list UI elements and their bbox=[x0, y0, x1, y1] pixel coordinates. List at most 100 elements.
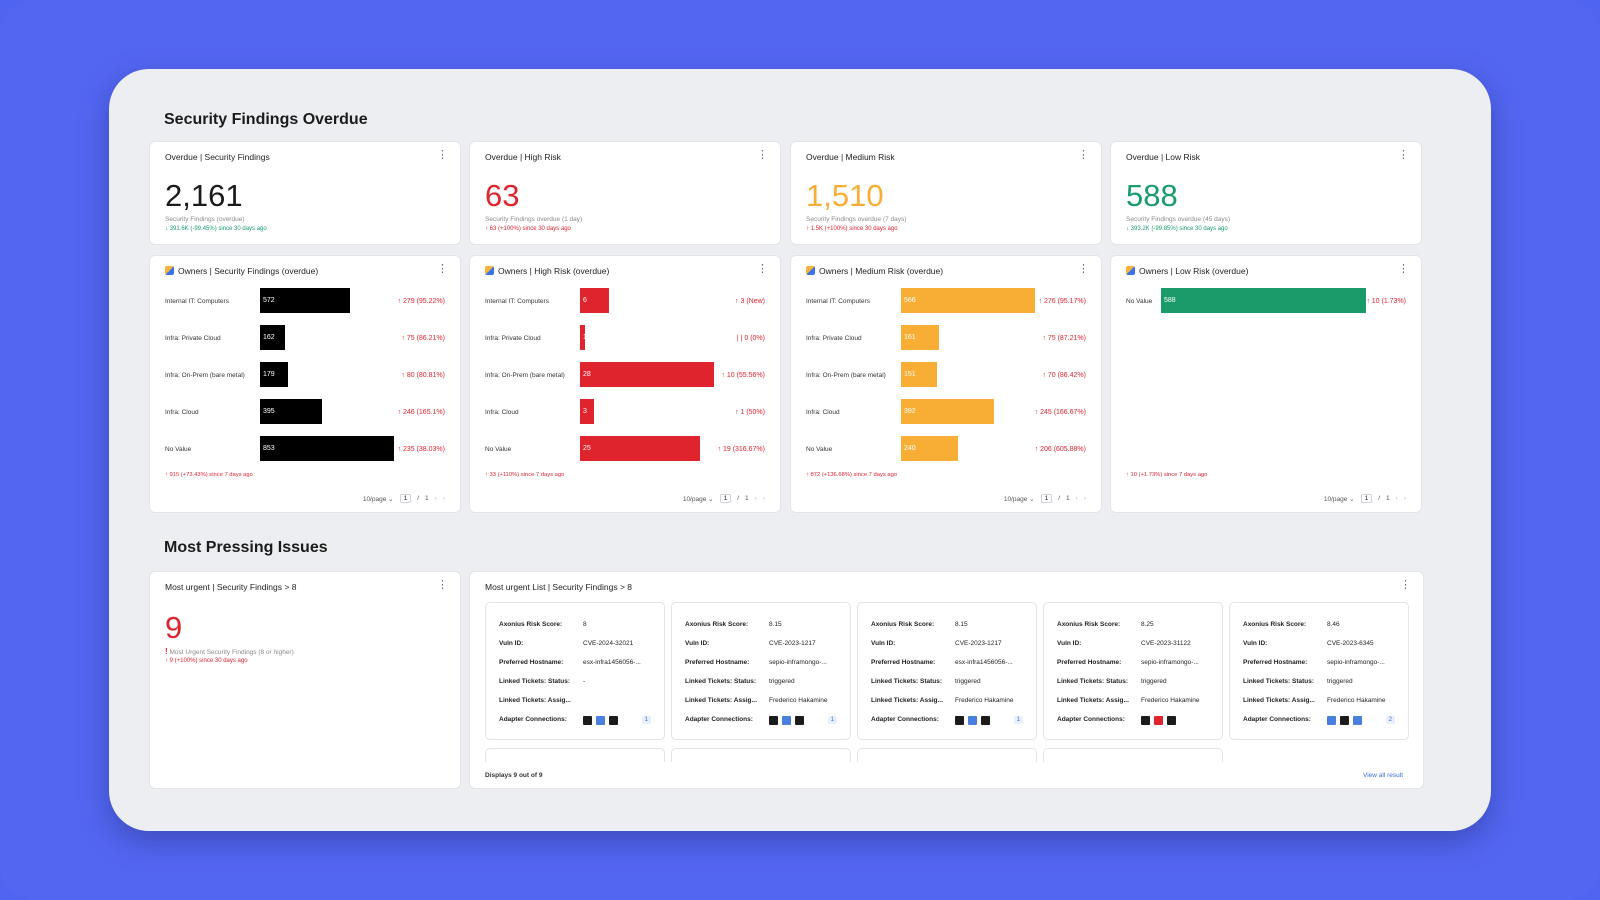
finding-card[interactable] bbox=[857, 748, 1037, 762]
finding-card[interactable] bbox=[1043, 748, 1223, 762]
finding-card[interactable]: Axonius Risk Score: 8 Vuln ID: CVE-2024-… bbox=[485, 602, 665, 740]
bar[interactable]: 151 bbox=[901, 362, 937, 387]
finding-card[interactable]: Axonius Risk Score: 8.15 Vuln ID: CVE-20… bbox=[857, 602, 1037, 740]
adapter-count-badge[interactable]: 1 bbox=[1013, 716, 1023, 724]
urgent-list-card: Most urgent List | Security Findings > 8… bbox=[469, 571, 1424, 789]
finding-card[interactable] bbox=[671, 748, 851, 762]
footnote: ↑ 33 (+110%) since 7 days ago bbox=[485, 472, 565, 478]
finding-card[interactable]: Axonius Risk Score: 8.15 Vuln ID: CVE-20… bbox=[671, 602, 851, 740]
field-value: CVE-2023-6345 bbox=[1327, 640, 1374, 647]
finding-field: Preferred Hostname: sepio-inframongo-... bbox=[1057, 659, 1213, 666]
more-options-icon[interactable]: ⋮ bbox=[437, 263, 448, 275]
page-size-select[interactable]: 10/page ⌄ bbox=[1324, 495, 1355, 503]
kpi-delta: ↓ 393.2K (-99.85%) since 30 days ago bbox=[1126, 226, 1228, 232]
field-value: sepio-inframongo-... bbox=[1327, 659, 1385, 666]
more-options-icon[interactable]: ⋮ bbox=[757, 263, 768, 275]
page-input[interactable]: 1 bbox=[1040, 494, 1053, 503]
footnote: ↑ 10 (+1.73%) since 7 days ago bbox=[1126, 472, 1208, 478]
bar-label: Infra: Private Cloud bbox=[806, 335, 862, 342]
bar[interactable]: 588 bbox=[1161, 288, 1366, 313]
prev-page-icon[interactable]: ‹ bbox=[434, 495, 437, 502]
finding-card[interactable]: Axonius Risk Score: 8.46 Vuln ID: CVE-20… bbox=[1229, 602, 1409, 740]
bar[interactable]: 572 bbox=[260, 288, 350, 313]
bar[interactable]: 392 bbox=[901, 399, 994, 424]
more-options-icon[interactable]: ⋮ bbox=[1078, 149, 1089, 161]
next-page-icon[interactable]: › bbox=[762, 495, 765, 502]
adapter-icon bbox=[1167, 716, 1176, 725]
page-input[interactable]: 1 bbox=[399, 494, 412, 503]
page-input[interactable]: 1 bbox=[719, 494, 732, 503]
bar[interactable]: 179 bbox=[260, 362, 288, 387]
adapter-icon bbox=[583, 716, 592, 725]
adapter-count-badge[interactable]: 1 bbox=[827, 716, 837, 724]
bar-delta: ↑ 279 (95.22%) bbox=[397, 298, 445, 305]
finding-field: Axonius Risk Score: 8.15 bbox=[871, 621, 1027, 628]
footnote: ↑ 872 (+136.68%) since 7 days ago bbox=[806, 472, 898, 478]
bar[interactable]: 28 bbox=[580, 362, 714, 387]
adapter-icon bbox=[968, 716, 977, 725]
more-options-icon[interactable]: ⋮ bbox=[1400, 579, 1411, 591]
finding-field: Linked Tickets: Assig... bbox=[499, 697, 655, 704]
owners-icon bbox=[806, 266, 815, 275]
kpi-subtitle: Security Findings overdue (45 days) bbox=[1126, 216, 1231, 223]
owners-card: Owners | Security Findings (overdue) ⋮ I… bbox=[149, 255, 461, 513]
adapter-row: Adapter Connections: bbox=[1243, 716, 1399, 725]
prev-page-icon[interactable]: ‹ bbox=[754, 495, 757, 502]
finding-field: Vuln ID: CVE-2023-6345 bbox=[1243, 640, 1399, 647]
finding-card[interactable]: Axonius Risk Score: 8.25 Vuln ID: CVE-20… bbox=[1043, 602, 1223, 740]
field-value: triggered bbox=[769, 678, 795, 685]
page-input[interactable]: 1 bbox=[1360, 494, 1373, 503]
bar-delta: ↑ 276 (95.17%) bbox=[1038, 298, 1086, 305]
field-key: Preferred Hostname: bbox=[871, 659, 936, 666]
bar-label: No Value bbox=[485, 446, 512, 453]
bar[interactable]: 395 bbox=[260, 399, 322, 424]
section-title-pressing: Most Pressing Issues bbox=[164, 539, 328, 556]
finding-field: Axonius Risk Score: 8 bbox=[499, 621, 655, 628]
card-title: Owners | Medium Risk (overdue) bbox=[806, 266, 943, 276]
card-title: Most urgent | Security Findings > 8 bbox=[165, 582, 297, 592]
page-total: 1 bbox=[1066, 495, 1070, 502]
page-size-label: 10/page bbox=[1323, 495, 1348, 503]
view-all-link[interactable]: View all result bbox=[1363, 772, 1403, 779]
bar[interactable]: 1 bbox=[580, 325, 587, 350]
prev-page-icon[interactable]: ‹ bbox=[1075, 495, 1078, 502]
bar[interactable]: 25 bbox=[580, 436, 700, 461]
next-page-icon[interactable]: › bbox=[442, 495, 445, 502]
finding-card[interactable] bbox=[485, 748, 665, 762]
bar[interactable]: 853 bbox=[260, 436, 394, 461]
bar[interactable]: 240 bbox=[901, 436, 958, 461]
next-page-icon[interactable]: › bbox=[1083, 495, 1086, 502]
bar[interactable]: 3 bbox=[580, 399, 594, 424]
bar[interactable]: 161 bbox=[901, 325, 939, 350]
card-title: Owners | High Risk (overdue) bbox=[485, 266, 609, 276]
more-options-icon[interactable]: ⋮ bbox=[1398, 263, 1409, 275]
adapter-count-badge[interactable]: 2 bbox=[1385, 716, 1395, 724]
bar[interactable]: 6 bbox=[580, 288, 609, 313]
field-key: Adapter Connections: bbox=[499, 716, 567, 723]
finding-field: Linked Tickets: Assig... Frederico Hakam… bbox=[1057, 697, 1213, 704]
field-value: Frederico Hakamine bbox=[1327, 697, 1386, 704]
adapter-icons bbox=[955, 716, 990, 725]
field-value: CVE-2023-31122 bbox=[1141, 640, 1191, 647]
prev-page-icon[interactable]: ‹ bbox=[1395, 495, 1398, 502]
bar[interactable]: 566 bbox=[901, 288, 1035, 313]
kpi-subtitle: Security Findings overdue (7 days) bbox=[806, 216, 907, 223]
next-page-icon[interactable]: › bbox=[1403, 495, 1406, 502]
card-title: Owners | Security Findings (overdue) bbox=[165, 266, 318, 276]
more-options-icon[interactable]: ⋮ bbox=[437, 579, 448, 591]
more-options-icon[interactable]: ⋮ bbox=[757, 149, 768, 161]
kpi-card: Overdue | High Risk ⋮ 63 Security Findin… bbox=[469, 141, 781, 245]
page-size-select[interactable]: 10/page ⌄ bbox=[363, 495, 394, 503]
page-size-select[interactable]: 10/page ⌄ bbox=[683, 495, 714, 503]
more-options-icon[interactable]: ⋮ bbox=[437, 149, 448, 161]
field-value: triggered bbox=[1141, 678, 1167, 685]
field-value: esx-infra1456056-... bbox=[955, 659, 1013, 666]
adapter-count-badge[interactable]: 1 bbox=[641, 716, 651, 724]
bar-delta: ↑ 206 (605.88%) bbox=[1034, 446, 1086, 453]
bar[interactable]: 162 bbox=[260, 325, 285, 350]
more-options-icon[interactable]: ⋮ bbox=[1398, 149, 1409, 161]
field-value: - bbox=[583, 678, 586, 685]
kpi-card: Overdue | Medium Risk ⋮ 1,510 Security F… bbox=[790, 141, 1102, 245]
page-size-select[interactable]: 10/page ⌄ bbox=[1004, 495, 1035, 503]
more-options-icon[interactable]: ⋮ bbox=[1078, 263, 1089, 275]
